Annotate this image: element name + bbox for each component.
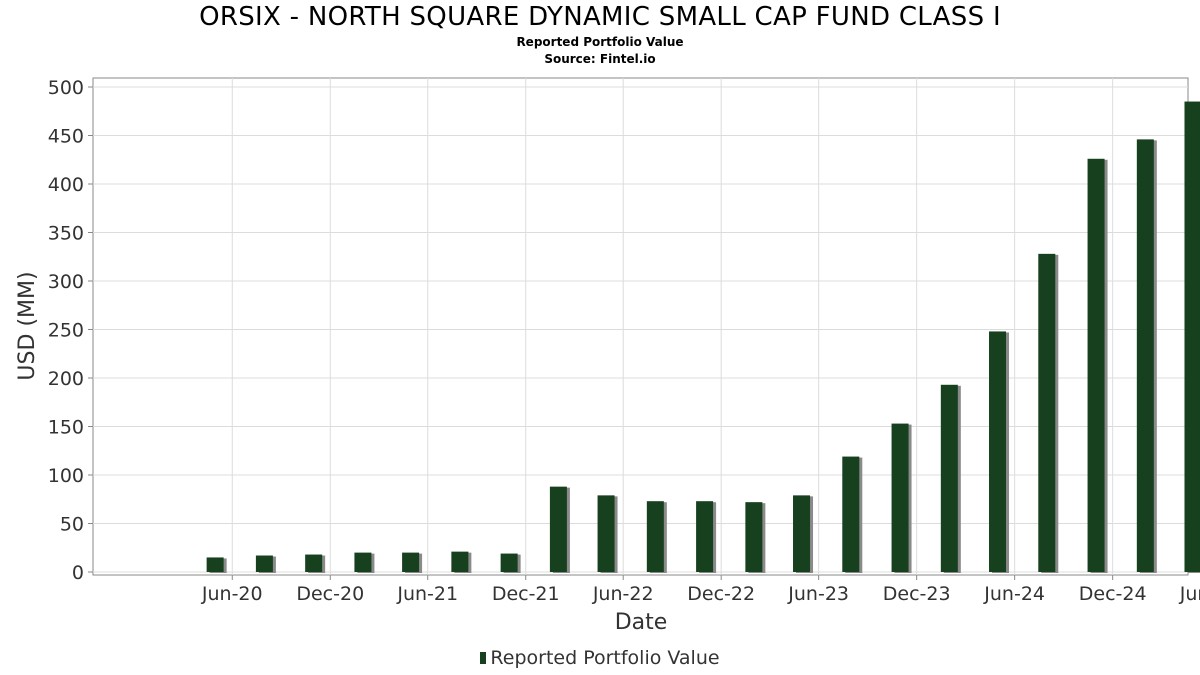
legend-label: Reported Portfolio Value [490, 647, 720, 669]
y-tick-label: 200 [48, 368, 84, 390]
bar [549, 486, 567, 572]
bar [597, 495, 615, 572]
chart-subtitle: Reported Portfolio Value [516, 35, 684, 49]
x-tick-label: Dec-20 [296, 583, 364, 605]
bar-chart: 0 50 100 150 200 250 300 350 400 450 500 Jun-20 Dec… [15, 77, 1200, 635]
bar [940, 384, 958, 572]
y-tick-label: 250 [48, 320, 84, 342]
bar [1087, 158, 1105, 572]
bar [500, 553, 518, 572]
bar [206, 557, 224, 572]
bars [206, 101, 1200, 574]
y-tick-label: 150 [48, 417, 84, 439]
bar [745, 502, 763, 572]
x-tick-label: Jun-24 [983, 583, 1045, 605]
y-axis-label: USD (MM) [15, 271, 40, 380]
bar [1038, 253, 1056, 572]
bar [842, 456, 860, 572]
x-axis: Jun-20 Dec-20 Jun-21 Dec-21 Jun-22 Dec-22 Jun-… [201, 575, 1200, 605]
x-tick-label: Jun-25 [1179, 583, 1200, 605]
y-tick-label: 300 [48, 271, 84, 293]
y-tick-label: 400 [48, 174, 84, 196]
y-tick-label: 350 [48, 223, 84, 245]
legend-swatch [480, 652, 487, 664]
y-tick-label: 450 [48, 126, 84, 148]
chart-title: ORSIX - NORTH SQUARE DYNAMIC SMALL CAP F… [199, 2, 1001, 32]
bar [255, 555, 273, 572]
x-tick-label: Dec-24 [1079, 583, 1147, 605]
bar [891, 423, 909, 572]
chart-source: Source: Fintel.io [544, 52, 656, 66]
x-tick-label: Jun-21 [396, 583, 458, 605]
bar [1184, 101, 1200, 573]
x-tick-label: Jun-23 [787, 583, 849, 605]
bar [989, 331, 1007, 572]
x-tick-label: Dec-23 [883, 583, 951, 605]
bar [1136, 139, 1154, 572]
bar [646, 501, 664, 572]
bar [402, 552, 420, 572]
legend: Reported Portfolio Value [0, 647, 1200, 669]
bar [793, 495, 811, 572]
y-tick-label: 500 [48, 77, 84, 99]
y-axis: 0 50 100 150 200 250 300 350 400 450 500 [48, 77, 93, 584]
y-tick-label: 50 [60, 514, 84, 536]
bar [451, 551, 469, 572]
x-axis-label: Date [615, 610, 668, 635]
y-tick-label: 100 [48, 465, 84, 487]
x-tick-label: Dec-22 [687, 583, 755, 605]
bar [305, 554, 323, 572]
bar [354, 552, 372, 572]
bar [696, 501, 714, 572]
x-tick-label: Jun-20 [201, 583, 263, 605]
x-tick-label: Jun-22 [592, 583, 654, 605]
x-tick-label: Dec-21 [492, 583, 560, 605]
y-tick-label: 0 [72, 562, 84, 584]
plot-area [92, 77, 1189, 576]
